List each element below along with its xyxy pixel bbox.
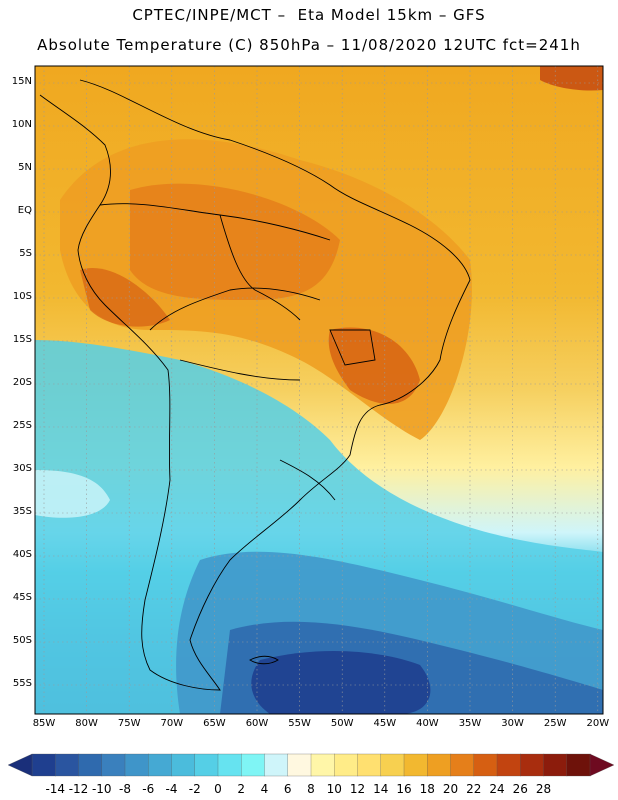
colorbar-swatch [310, 753, 335, 777]
colorbar-label: 14 [373, 782, 389, 796]
colorbar-label: 20 [442, 782, 459, 796]
coastlines [39, 79, 471, 691]
colorbar-label: 26 [512, 782, 528, 796]
longitude-tick-label: 20W [586, 718, 610, 729]
colorbar-label: -8 [119, 782, 131, 796]
colorbar-swatch [403, 753, 428, 777]
colorbar-swatch [520, 753, 545, 777]
map-gridlines [35, 66, 603, 714]
colorbar-swatch [124, 753, 149, 777]
colorbar-label: -12 [68, 782, 89, 796]
colorbar-swatch [287, 753, 312, 777]
chart-title: CPTEC/INPE/MCT – Eta Model 15km – GFS [132, 6, 486, 24]
latitude-tick-label: 10N [11, 119, 32, 130]
colorbar-label: 4 [260, 782, 269, 796]
colorbar-swatch [357, 753, 382, 777]
longitude-tick-label: 70W [160, 718, 184, 729]
colorbar-label: 8 [307, 782, 315, 796]
colorbar-swatch [171, 753, 196, 777]
longitude-tick-label: 45W [373, 718, 397, 729]
latitude-tick-label: 50S [12, 635, 32, 646]
colorbar-swatch [101, 753, 126, 777]
colorbar [7, 753, 615, 777]
latitude-tick-label: 45S [12, 592, 32, 603]
colorbar-swatch [473, 753, 498, 777]
latitude-tick-label: 5N [18, 162, 32, 173]
colorbar-label: 0 [214, 782, 222, 796]
colorbar-max-arrow [589, 753, 615, 777]
colorbar-label: 6 [283, 782, 292, 796]
longitude-tick-label: 60W [245, 718, 269, 729]
colorbar-swatch [148, 753, 173, 777]
longitude-tick-label: 25W [543, 718, 567, 729]
latitude-tick-label: 15N [11, 76, 32, 87]
longitude-tick-label: 80W [75, 718, 98, 729]
longitude-tick-label: 85W [32, 718, 56, 729]
colorbar-swatch [496, 753, 521, 777]
latitude-tick-label: 35S [12, 506, 32, 517]
colorbar-swatch [78, 753, 103, 777]
latitude-tick-label: 40S [12, 549, 32, 560]
longitude-tick-label: 50W [330, 718, 354, 729]
colorbar-label: 12 [349, 782, 366, 796]
colorbar-label: -4 [165, 782, 178, 796]
colorbar-label: 28 [535, 782, 552, 796]
colorbar-label: -14 [45, 782, 66, 796]
longitude-tick-label: 40W [416, 718, 439, 729]
colorbar-swatch [380, 753, 405, 777]
colorbar-swatch [450, 753, 475, 777]
longitude-tick-label: 75W [117, 718, 141, 729]
latitude-tick-label: EQ [17, 205, 32, 216]
temperature-field [35, 66, 603, 714]
longitude-tick-label: 30W [501, 718, 524, 729]
longitude-tick-label: 55W [288, 718, 311, 729]
colorbar-swatch [241, 753, 266, 777]
colorbar-swatch [334, 753, 359, 777]
colorbar-swatch [543, 753, 568, 777]
colorbar-label: -6 [142, 782, 155, 796]
colorbar-label: 10 [326, 782, 342, 796]
latitude-tick-label: 25S [12, 420, 32, 431]
colorbar-swatch [427, 753, 452, 777]
colorbar-label: -10 [91, 782, 112, 796]
chart-subtitle: Absolute Temperature (C) 850hPa – 11/08/… [37, 36, 581, 54]
colorbar-min-arrow [7, 753, 33, 777]
latitude-tick-label: 20S [12, 377, 32, 388]
colorbar-label: 24 [489, 782, 505, 796]
colorbar-label: -2 [188, 782, 201, 796]
longitude-tick-label: 35W [458, 718, 482, 729]
longitude-tick-label: 65W [203, 718, 226, 729]
latitude-tick-label: 10S [12, 291, 32, 302]
colorbar-swatch [217, 753, 242, 777]
colorbar-swatch [566, 753, 591, 777]
latitude-tick-label: 55S [12, 678, 32, 689]
colorbar-swatch [264, 753, 289, 777]
latitude-tick-label: 30S [12, 463, 32, 474]
colorbar-swatch [194, 753, 219, 777]
colorbar-label: 2 [237, 782, 246, 796]
latitude-tick-label: 5S [19, 248, 32, 259]
colorbar-label: 18 [419, 782, 435, 796]
colorbar-label: 22 [466, 782, 482, 796]
colorbar-swatch [31, 753, 56, 777]
map-frame [34, 65, 604, 715]
colorbar-swatch [55, 753, 80, 777]
colorbar-label: 16 [396, 782, 412, 796]
latitude-tick-label: 15S [12, 334, 32, 345]
